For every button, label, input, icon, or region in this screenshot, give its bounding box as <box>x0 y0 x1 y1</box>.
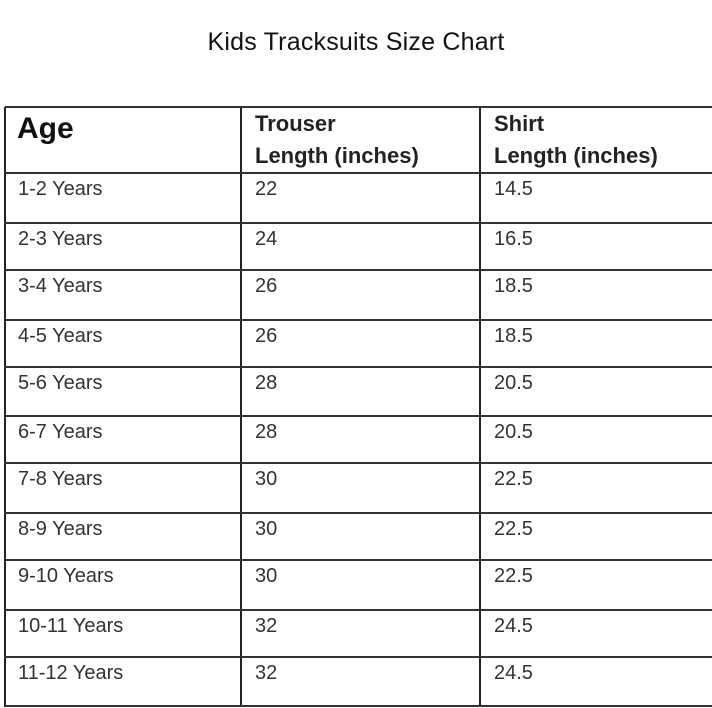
cell-trouser-length: 32 <box>255 662 278 684</box>
row-divider <box>5 172 712 174</box>
cell-trouser-length: 30 <box>255 565 278 587</box>
cell-age: 11-12 Years <box>18 662 124 684</box>
cell-trouser-length: 26 <box>255 275 278 297</box>
table-border-top <box>5 106 712 108</box>
cell-shirt-length: 20.5 <box>494 421 533 443</box>
header-line: Shirt <box>494 111 545 136</box>
row-divider <box>5 609 712 611</box>
header-shirt-length: Shirt Length (inches) <box>494 108 658 172</box>
cell-trouser-length: 30 <box>255 468 278 490</box>
cell-shirt-length: 22.5 <box>494 518 533 540</box>
column-divider <box>240 107 242 707</box>
cell-age: 7-8 Years <box>18 468 103 490</box>
header-age: Age <box>17 112 74 145</box>
cell-age: 1-2 Years <box>18 178 103 200</box>
header-trouser-length: Trouser Length (inches) <box>255 108 419 172</box>
cell-age: 10-11 Years <box>18 615 124 637</box>
cell-trouser-length: 24 <box>255 228 278 250</box>
row-divider <box>5 269 712 271</box>
table-border-bottom <box>5 705 712 707</box>
row-divider <box>5 559 712 561</box>
cell-age: 9-10 Years <box>18 565 114 587</box>
table-border-left <box>4 107 6 707</box>
cell-shirt-length: 22.5 <box>494 565 533 587</box>
cell-trouser-length: 30 <box>255 518 278 540</box>
row-divider <box>5 512 712 514</box>
header-line: Length (inches) <box>255 143 419 168</box>
cell-shirt-length: 16.5 <box>494 228 533 250</box>
cell-trouser-length: 26 <box>255 325 278 347</box>
row-divider <box>5 222 712 224</box>
column-divider <box>479 107 481 707</box>
page-title: Kids Tracksuits Size Chart <box>207 28 505 56</box>
cell-age: 2-3 Years <box>18 228 103 250</box>
cell-shirt-length: 14.5 <box>494 178 533 200</box>
cell-shirt-length: 20.5 <box>494 372 533 394</box>
row-divider <box>5 415 712 417</box>
row-divider <box>5 656 712 658</box>
cell-shirt-length: 18.5 <box>494 275 533 297</box>
cell-shirt-length: 22.5 <box>494 468 533 490</box>
cell-shirt-length: 24.5 <box>494 615 533 637</box>
cell-age: 8-9 Years <box>18 518 103 540</box>
header-line: Length (inches) <box>494 143 658 168</box>
cell-shirt-length: 18.5 <box>494 325 533 347</box>
cell-trouser-length: 28 <box>255 372 278 394</box>
cell-age: 3-4 Years <box>18 275 103 297</box>
row-divider <box>5 462 712 464</box>
row-divider <box>5 366 712 368</box>
cell-trouser-length: 32 <box>255 615 278 637</box>
cell-age: 4-5 Years <box>18 325 103 347</box>
cell-trouser-length: 28 <box>255 421 278 443</box>
header-line: Trouser <box>255 111 336 136</box>
row-divider <box>5 319 712 321</box>
cell-shirt-length: 24.5 <box>494 662 533 684</box>
cell-trouser-length: 22 <box>255 178 278 200</box>
cell-age: 6-7 Years <box>18 421 103 443</box>
cell-age: 5-6 Years <box>18 372 103 394</box>
